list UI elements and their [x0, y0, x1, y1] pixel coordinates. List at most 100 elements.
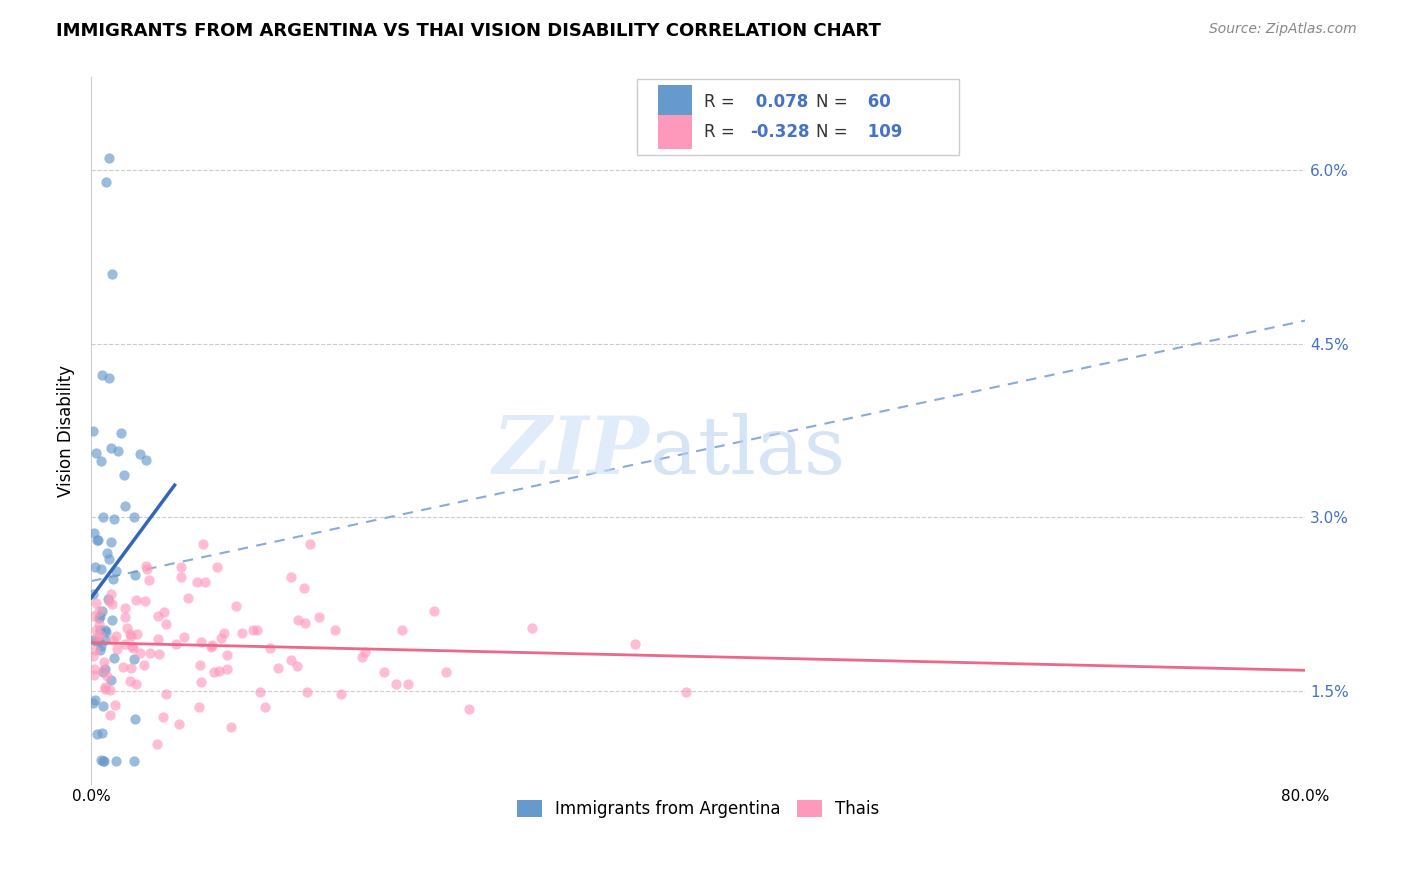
Point: [96, 669, 118, 683]
Point: [82, 424, 104, 438]
Point: [104, 698, 127, 712]
Point: [83, 526, 105, 541]
Point: [148, 632, 170, 646]
Text: IMMIGRANTS FROM ARGENTINA VS THAI VISION DISABILITY CORRELATION CHART: IMMIGRANTS FROM ARGENTINA VS THAI VISION…: [56, 22, 882, 40]
Point: [84, 559, 107, 574]
Point: [118, 627, 141, 641]
Point: [177, 591, 200, 605]
Point: [114, 499, 136, 513]
Point: [100, 534, 122, 549]
Point: [98, 707, 121, 722]
Point: [280, 570, 302, 584]
Point: [125, 677, 148, 691]
Point: [208, 664, 231, 678]
Point: [231, 625, 253, 640]
Text: ZIP: ZIP: [492, 413, 650, 491]
Point: [98, 152, 121, 166]
Point: [112, 659, 135, 673]
Point: [330, 687, 353, 701]
Point: [103, 650, 125, 665]
Point: [114, 601, 136, 615]
Text: Source: ZipAtlas.com: Source: ZipAtlas.com: [1209, 22, 1357, 37]
Point: [212, 626, 235, 640]
Point: [82, 649, 104, 664]
Point: [110, 425, 132, 440]
Point: [89, 616, 111, 631]
FancyBboxPatch shape: [637, 78, 959, 155]
Point: [86, 727, 108, 741]
Point: [93, 623, 115, 637]
Text: 0.078: 0.078: [751, 93, 808, 111]
Point: [385, 677, 408, 691]
Point: [105, 754, 128, 768]
Point: [292, 582, 315, 596]
Point: [146, 738, 169, 752]
Point: [101, 597, 124, 611]
Point: [84, 596, 107, 610]
Point: [82, 632, 104, 647]
Point: [190, 675, 212, 690]
Point: [135, 558, 157, 573]
Point: [93, 681, 115, 696]
Point: [97, 594, 120, 608]
Point: [373, 665, 395, 680]
Point: [107, 443, 129, 458]
Point: [308, 610, 330, 624]
Point: [90, 562, 112, 576]
Point: [623, 637, 645, 651]
Point: [90, 639, 112, 653]
Point: [91, 664, 114, 678]
Point: [190, 658, 212, 673]
Point: [83, 662, 105, 676]
Point: [520, 621, 543, 635]
Point: [120, 661, 142, 675]
Point: [93, 699, 115, 714]
Point: [122, 754, 145, 768]
Point: [86, 533, 108, 547]
Text: R =: R =: [704, 93, 740, 111]
Point: [287, 613, 309, 627]
Point: [675, 684, 697, 698]
Point: [135, 453, 157, 467]
Point: [101, 267, 124, 281]
Point: [90, 454, 112, 468]
Point: [323, 623, 346, 637]
Point: [170, 570, 193, 584]
Point: [87, 604, 110, 618]
Point: [121, 641, 143, 656]
Point: [155, 687, 177, 701]
Point: [98, 371, 121, 385]
Point: [124, 568, 146, 582]
Point: [112, 467, 135, 482]
Text: R =: R =: [704, 123, 740, 141]
Point: [91, 368, 114, 382]
Point: [96, 175, 118, 189]
Point: [134, 658, 156, 673]
Point: [121, 639, 143, 653]
Point: [101, 614, 124, 628]
Point: [285, 659, 308, 673]
Point: [87, 611, 110, 625]
Point: [84, 623, 107, 637]
Point: [124, 713, 146, 727]
Y-axis label: Vision Disability: Vision Disability: [58, 365, 75, 497]
Point: [148, 648, 170, 662]
Point: [114, 637, 136, 651]
Point: [83, 693, 105, 707]
Point: [155, 616, 177, 631]
Point: [83, 643, 105, 657]
Point: [295, 684, 318, 698]
Point: [86, 630, 108, 644]
Point: [434, 665, 457, 679]
Point: [93, 655, 115, 669]
Point: [207, 560, 229, 574]
Point: [114, 610, 136, 624]
Point: [190, 635, 212, 649]
Text: 109: 109: [862, 123, 903, 141]
Point: [193, 537, 215, 551]
Point: [167, 717, 190, 731]
Point: [89, 608, 111, 623]
Point: [97, 591, 120, 606]
Point: [138, 573, 160, 587]
Point: [129, 646, 152, 660]
